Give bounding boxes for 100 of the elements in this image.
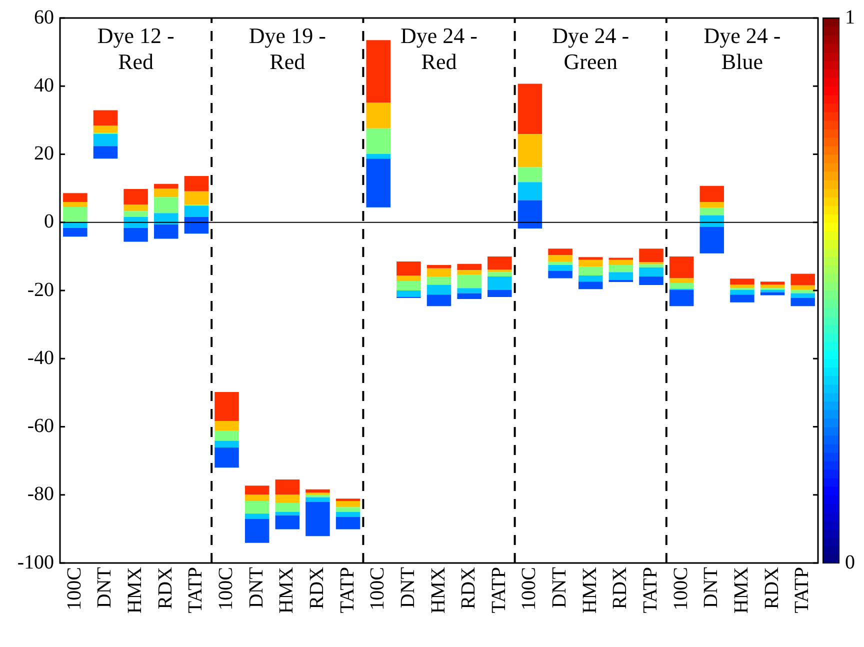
bar bbox=[669, 283, 694, 289]
bar bbox=[124, 216, 148, 228]
x-tick-label: 100C bbox=[366, 567, 389, 610]
bar bbox=[336, 512, 360, 518]
bar bbox=[578, 276, 603, 282]
bar bbox=[244, 514, 270, 519]
bar bbox=[700, 215, 724, 227]
bar bbox=[93, 126, 118, 132]
bar bbox=[457, 288, 482, 294]
y-tick-label: -80 bbox=[27, 483, 54, 506]
color-bar-label: 1 bbox=[845, 6, 855, 28]
x-tick-label: DNT bbox=[700, 567, 722, 608]
y-tick-label: 40 bbox=[34, 74, 54, 96]
x-tick-label: RDX bbox=[154, 566, 176, 610]
bar bbox=[669, 290, 694, 306]
x-tick-label: RDX bbox=[306, 566, 328, 610]
x-tick-label: TATP bbox=[791, 567, 814, 614]
x-tick-label: DNT bbox=[94, 567, 116, 608]
bar bbox=[608, 260, 634, 265]
bar bbox=[366, 40, 390, 102]
x-tick-label: HMX bbox=[124, 566, 146, 614]
bar bbox=[154, 224, 178, 239]
bar bbox=[578, 266, 603, 276]
bar bbox=[63, 222, 88, 228]
bar bbox=[488, 290, 512, 297]
bar bbox=[730, 294, 754, 302]
x-tick-label: RDX bbox=[760, 566, 783, 610]
bar bbox=[184, 216, 209, 234]
bar bbox=[457, 270, 482, 275]
bar bbox=[760, 282, 785, 285]
annotation: Dye 24 - Blue bbox=[704, 22, 781, 74]
bar bbox=[760, 292, 785, 296]
bar bbox=[93, 110, 118, 126]
bar bbox=[63, 193, 88, 202]
bar bbox=[184, 191, 209, 205]
bar bbox=[488, 272, 512, 277]
bar bbox=[396, 280, 421, 290]
bar bbox=[396, 262, 421, 276]
bar bbox=[244, 518, 270, 543]
bar bbox=[488, 276, 512, 290]
x-tick-label: RDX bbox=[458, 566, 480, 610]
x-tick-label: RDX bbox=[609, 566, 632, 610]
x-tick-label: HMX bbox=[730, 566, 752, 614]
bar bbox=[639, 267, 664, 277]
bar bbox=[639, 264, 664, 268]
bar bbox=[790, 274, 815, 286]
x-tick-label: DNT bbox=[396, 567, 419, 608]
y-tick-label: -40 bbox=[27, 346, 54, 369]
bar bbox=[244, 501, 270, 514]
x-tick-label: HMX bbox=[427, 566, 450, 614]
bar bbox=[457, 293, 482, 300]
bar bbox=[275, 480, 300, 495]
bar bbox=[639, 276, 664, 286]
bar bbox=[366, 128, 390, 154]
bar bbox=[93, 134, 118, 146]
bar bbox=[578, 260, 603, 267]
bar bbox=[608, 264, 634, 272]
bar bbox=[396, 276, 421, 281]
x-tick-label: HMX bbox=[276, 566, 298, 614]
annotation: Dye 24 - Green bbox=[552, 22, 630, 74]
bar bbox=[730, 284, 754, 288]
bar bbox=[214, 448, 239, 468]
bar bbox=[184, 176, 209, 192]
bar bbox=[700, 186, 724, 202]
bar bbox=[306, 489, 330, 492]
bar bbox=[669, 278, 694, 284]
bar bbox=[275, 494, 300, 504]
bar bbox=[366, 102, 390, 128]
bar bbox=[93, 146, 118, 159]
bar bbox=[730, 290, 754, 295]
x-tick-label: DNT bbox=[548, 567, 571, 608]
bar bbox=[608, 272, 634, 280]
bar bbox=[426, 264, 452, 268]
y-tick-label: 0 bbox=[44, 210, 54, 233]
bar bbox=[63, 228, 88, 237]
x-tick-label: 100C bbox=[63, 567, 86, 610]
bar bbox=[124, 204, 148, 212]
x-tick-label: TATP bbox=[184, 567, 207, 614]
y-tick-label: -100 bbox=[17, 551, 54, 574]
bar bbox=[214, 440, 239, 448]
bar bbox=[790, 285, 815, 290]
x-tick-label: 100C bbox=[215, 567, 238, 610]
bar bbox=[244, 486, 270, 495]
bar bbox=[275, 515, 300, 530]
bar bbox=[396, 290, 421, 297]
bar bbox=[760, 284, 785, 288]
x-tick-label: DNT bbox=[245, 567, 268, 608]
y-tick-label: -60 bbox=[27, 415, 54, 437]
y-tick-label: -20 bbox=[27, 278, 54, 301]
x-tick-label: 100C bbox=[518, 567, 540, 610]
bar bbox=[306, 497, 330, 502]
bar bbox=[275, 503, 300, 512]
bar bbox=[306, 494, 330, 498]
bar bbox=[336, 501, 360, 508]
bar bbox=[214, 430, 239, 441]
bar bbox=[336, 507, 360, 512]
bar bbox=[336, 517, 360, 530]
bar bbox=[518, 167, 542, 182]
bar bbox=[63, 202, 88, 208]
bar bbox=[184, 206, 209, 217]
